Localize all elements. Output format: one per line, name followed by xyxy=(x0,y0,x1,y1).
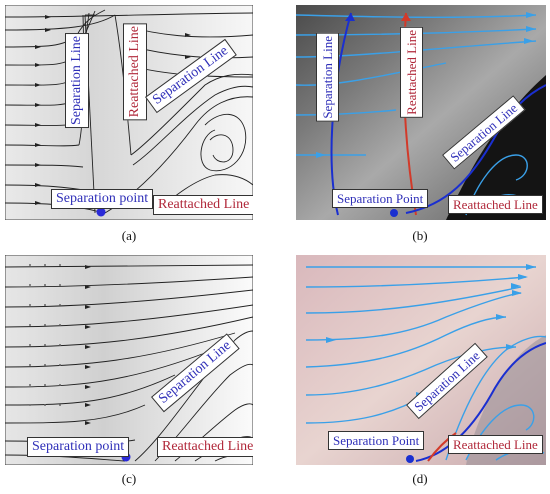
caption-d: (d) xyxy=(412,471,428,486)
reattached-line-vertical-label-b: Reattached Line xyxy=(400,27,423,118)
separation-point-label-d: Separation Point xyxy=(328,431,425,450)
separation-line-vertical-label-b: Separation Line xyxy=(316,33,339,122)
reattached-line-label-c: Reattached Line xyxy=(157,437,253,457)
caption-c: (c) xyxy=(121,471,137,486)
panel-a: Separation Line Reattached Line Separati… xyxy=(5,5,253,220)
panel-c: Separation Line Separation point Reattac… xyxy=(5,255,253,465)
panel-b: Separation Line Reattached Line Separati… xyxy=(296,5,546,220)
panel-c-streamlines xyxy=(5,255,253,465)
caption-b: (b) xyxy=(412,228,428,243)
reattached-line-label-a: Reattached Line xyxy=(153,195,253,215)
separation-point-label-c: Separation point xyxy=(27,437,130,457)
reattached-line-label-b: Reattached Line xyxy=(448,195,543,214)
panel-d: Separation Line Separation Point Reattac… xyxy=(296,255,546,465)
reattached-line-vertical-label-a: Reattached Line xyxy=(123,23,147,121)
separation-line-vertical-label-a: Separation Line xyxy=(65,33,89,129)
separation-point-marker-b xyxy=(390,209,398,217)
separation-point-marker-d xyxy=(406,455,414,463)
separation-point-label-a: Separation point xyxy=(51,189,154,209)
panel-d-photo xyxy=(296,255,546,465)
reattached-line-label-d: Reattached Line xyxy=(448,435,543,454)
separation-point-marker-a xyxy=(96,207,106,217)
caption-a: (a) xyxy=(121,228,137,243)
separation-point-label-b: Separation Point xyxy=(332,189,429,208)
